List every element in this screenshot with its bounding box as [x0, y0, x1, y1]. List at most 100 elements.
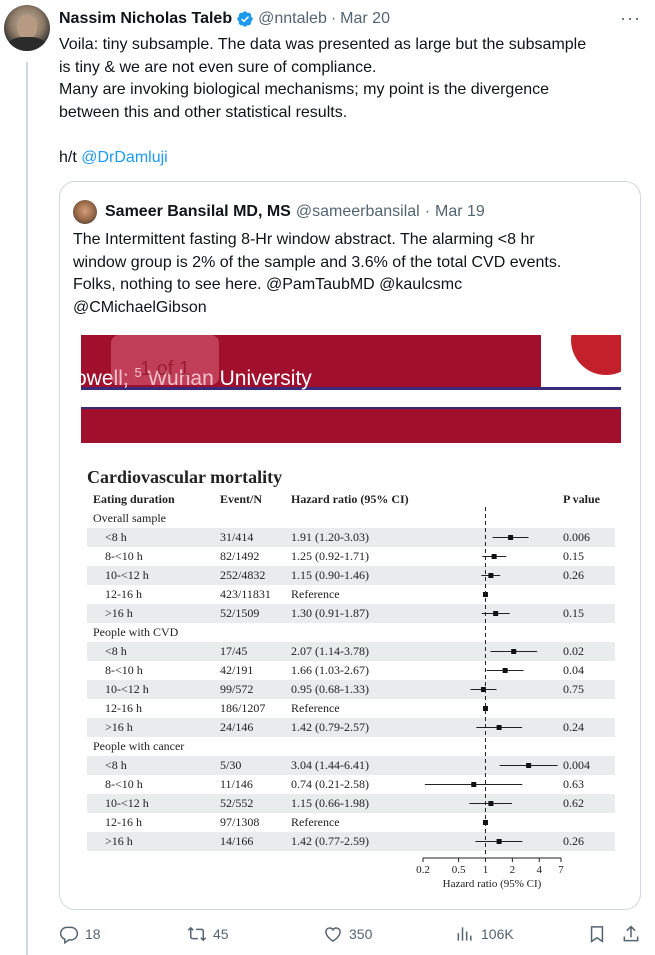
duration-label: 10-<12 h	[105, 682, 149, 696]
x-axis-label: Hazard ratio (95% CI)	[443, 878, 542, 890]
views-button[interactable]: 106K	[455, 924, 514, 944]
event-count: 42/191	[220, 663, 254, 677]
event-count: 14/166	[220, 834, 254, 848]
p-value: 0.004	[563, 758, 590, 772]
quoted-tweet-text: The Intermittent fasting 8-Hr window abs…	[73, 229, 629, 319]
point-estimate	[491, 554, 497, 559]
event-count: 11/146	[220, 777, 253, 791]
mention-link[interactable]: @DrDamluji	[81, 148, 168, 166]
tweet-text: Voila: tiny subsample. The data was pres…	[59, 34, 639, 169]
hazard-ratio-text: 1.15 (0.66-1.98)	[291, 796, 369, 810]
table-row: 8-<10 h 42/191 1.66 (1.03-2.67) 0.04	[87, 661, 615, 680]
p-value: 0.04	[563, 663, 584, 677]
event-count: 5/30	[220, 758, 242, 772]
chart-title: Cardiovascular mortality	[87, 467, 283, 487]
view-count: 106K	[481, 926, 514, 942]
p-value: 0.15	[563, 606, 584, 620]
tweet-date[interactable]: Mar 20	[340, 10, 390, 27]
verified-badge-icon	[237, 11, 253, 27]
retweet-icon	[187, 926, 207, 942]
banner-logo-area	[541, 335, 621, 387]
reply-button[interactable]: 18	[59, 924, 101, 944]
p-value: 0.62	[563, 796, 584, 810]
thread-line	[26, 62, 28, 955]
table-row: Overall sample	[87, 509, 615, 528]
author-handle[interactable]: @nntaleb	[258, 10, 327, 27]
quoted-line: window group is 2% of the sample and 3.6…	[73, 253, 562, 271]
column-header-p-value: P value	[563, 492, 601, 506]
quoted-tweet[interactable]: Sameer Bansilal MD, MS @sameerbansilal ·…	[59, 181, 641, 910]
hazard-ratio-text: 1.25 (0.92-1.71)	[291, 549, 369, 563]
quoted-tweet-date[interactable]: Mar 19	[435, 203, 485, 220]
p-value: 0.26	[563, 834, 584, 848]
p-value: 0.02	[563, 644, 584, 658]
hazard-ratio-text: 2.07 (1.14-3.78)	[291, 644, 369, 658]
event-count: 97/1308	[220, 815, 260, 829]
group-label: Overall sample	[93, 511, 166, 525]
table-row: <8 h 17/45 2.07 (1.14-3.78) 0.02	[87, 642, 615, 661]
author-name[interactable]: Nassim Nicholas Taleb	[59, 10, 233, 27]
table-row: <8 h 5/30 3.04 (1.44-6.41) 0.004	[87, 756, 615, 775]
like-count: 350	[349, 926, 373, 942]
hazard-ratio-text: 1.91 (1.20-3.03)	[291, 530, 369, 544]
hazard-ratio-text: Reference	[291, 701, 340, 715]
quoted-author-handle[interactable]: @sameerbansilal	[295, 203, 420, 220]
point-estimate	[471, 782, 477, 787]
quoted-author-name[interactable]: Sameer Bansilal MD, MS	[105, 203, 291, 220]
p-value: 0.15	[563, 549, 584, 563]
point-estimate	[511, 649, 517, 654]
tweet-line: Voila: tiny subsample. The data was pres…	[59, 36, 587, 53]
group-label: People with CVD	[93, 625, 179, 639]
p-value: 0.006	[563, 530, 590, 544]
forest-plot: 0.2 0.5 1 2 4 7 Hazard ratio (95% CI)	[416, 507, 564, 890]
bookmark-button[interactable]	[587, 924, 607, 944]
tweet-line: Many are invoking biological mechanisms;…	[59, 81, 550, 98]
quoted-line: Folks, nothing to see here. @PamTaubMD @…	[73, 276, 463, 293]
more-options-icon[interactable]: ···	[620, 8, 641, 28]
table-row: 12-16 h 423/11831 Reference	[87, 585, 615, 604]
point-estimate	[508, 535, 514, 540]
table-row: 10-<12 h 52/552 1.15 (0.66-1.98) 0.62	[87, 794, 615, 813]
x-tick-label: 4	[537, 864, 543, 876]
banner-affiliation-text: owell; 5 Wuhan University	[75, 365, 312, 390]
duration-label: >16 h	[105, 720, 133, 734]
table-row: 10-<12 h 252/4832 1.15 (0.90-1.46) 0.26	[87, 566, 615, 585]
duration-label: 10-<12 h	[105, 568, 149, 582]
duration-label: 8-<10 h	[105, 549, 143, 563]
table-row: >16 h 14/166 1.42 (0.77-2.59) 0.26	[87, 832, 615, 851]
quoted-line: @CMichaelGibson	[73, 298, 207, 316]
p-value: 0.63	[563, 777, 584, 791]
attached-image[interactable]: owell; 5 Wuhan University 1 of 1 Cardiov…	[75, 335, 623, 900]
x-tick-label: 1	[483, 864, 489, 876]
p-value: 0.24	[563, 720, 584, 734]
table-row: 8-<10 h 82/1492 1.25 (0.92-1.71) 0.15	[87, 547, 615, 566]
duration-label: <8 h	[105, 644, 127, 658]
column-header-hazard-ratio: Hazard ratio (95% CI)	[291, 492, 409, 506]
point-estimate	[493, 611, 499, 616]
column-header-events: Event/N	[220, 492, 262, 506]
quoted-author-avatar[interactable]	[73, 200, 97, 224]
share-button[interactable]	[621, 924, 641, 944]
author-avatar[interactable]	[4, 5, 50, 51]
like-button[interactable]: 350	[323, 924, 372, 944]
x-tick-label: 7	[558, 864, 564, 876]
retweet-button[interactable]: 45	[187, 924, 229, 944]
hazard-ratio-text: 1.66 (1.03-2.67)	[291, 663, 369, 677]
reply-count: 18	[85, 926, 101, 942]
hazard-ratio-text: 1.42 (0.79-2.57)	[291, 720, 369, 734]
hazard-ratio-text: 0.95 (0.68-1.33)	[291, 682, 369, 696]
hazard-ratio-text: 1.30 (0.91-1.87)	[291, 606, 369, 620]
separator-dot: ·	[424, 203, 431, 220]
point-estimate	[496, 725, 502, 730]
duration-label: 12-16 h	[105, 701, 142, 715]
p-value: 0.75	[563, 682, 584, 696]
point-estimate	[526, 763, 532, 768]
point-estimate	[488, 573, 494, 578]
views-chart-icon	[457, 927, 472, 941]
point-estimate	[488, 801, 494, 806]
event-count: 423/11831	[220, 587, 271, 601]
quoted-tweet-header: Sameer Bansilal MD, MS @sameerbansilal ·…	[73, 200, 485, 224]
point-estimate	[502, 668, 508, 673]
event-count: 82/1492	[220, 549, 260, 563]
forest-table: Overall sample <8 h 31/414 1.91 (1.20-3.03)…	[87, 509, 615, 851]
